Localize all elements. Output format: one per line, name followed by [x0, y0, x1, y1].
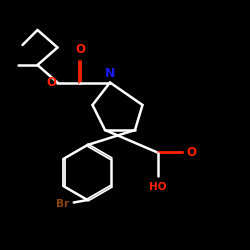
Text: N: N — [105, 67, 115, 80]
Text: O: O — [46, 76, 56, 89]
Text: HO: HO — [149, 182, 166, 192]
Text: O: O — [186, 146, 196, 159]
Text: Br: Br — [56, 199, 69, 209]
Text: O: O — [75, 43, 85, 56]
